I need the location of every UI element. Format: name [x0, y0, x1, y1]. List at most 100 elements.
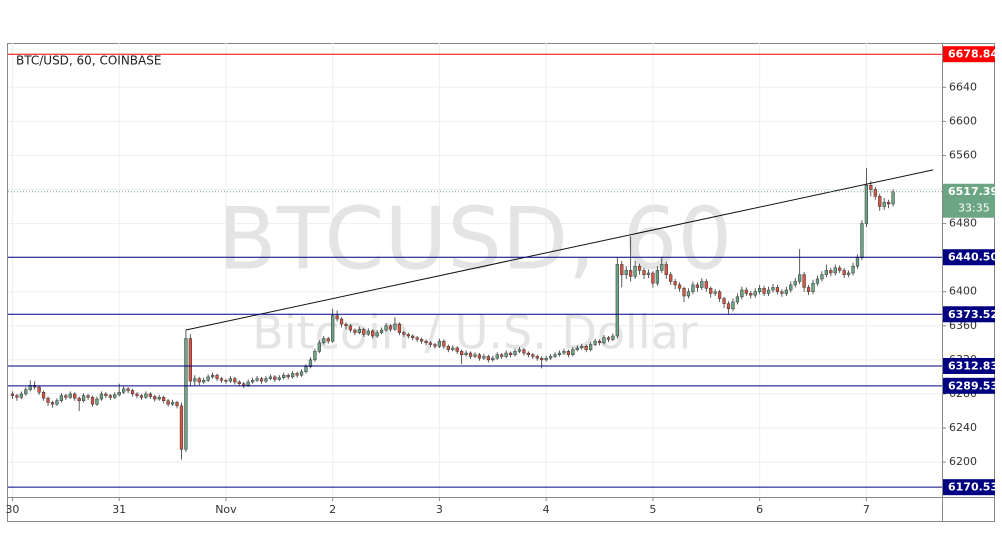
candle-body — [758, 288, 762, 292]
candle-body — [242, 383, 246, 386]
candle-body — [593, 340, 597, 345]
candle-body — [259, 378, 264, 382]
candle-body — [371, 330, 375, 337]
candle-body — [677, 284, 682, 289]
candle-body — [202, 380, 206, 383]
candle-body — [41, 391, 46, 399]
candle-body — [446, 345, 450, 350]
level-label-bg — [943, 306, 995, 323]
candle-body — [642, 270, 646, 275]
candle-body — [148, 393, 152, 397]
candle-body — [615, 264, 619, 337]
candle-body — [731, 301, 735, 310]
candle-body — [117, 391, 121, 396]
candle-body — [473, 354, 477, 357]
candle-body — [113, 394, 117, 398]
candle-body — [95, 398, 99, 405]
y-tick-label: 6560 — [949, 148, 977, 161]
plot — [8, 53, 942, 488]
candle-body — [246, 381, 250, 386]
candle-body — [540, 357, 544, 361]
candle-body — [197, 378, 201, 383]
level-label: 6373.52 — [948, 308, 998, 321]
candle-body — [344, 323, 348, 327]
candle-body — [277, 377, 281, 380]
candle-body — [206, 376, 210, 381]
candle-body — [508, 352, 513, 356]
candle-body — [851, 265, 855, 274]
candle-body — [500, 354, 504, 357]
x-tick-label: 3 — [436, 503, 443, 516]
candle-body — [784, 289, 788, 294]
candle-body — [620, 264, 624, 275]
candle-body — [108, 395, 112, 398]
candle-body — [415, 337, 419, 340]
candle-body — [304, 366, 308, 373]
candle-body — [179, 405, 184, 450]
candle-body — [522, 349, 526, 354]
candle-body — [491, 357, 495, 361]
candle-body — [686, 291, 691, 297]
candle-body — [308, 359, 313, 367]
candle-body — [838, 267, 842, 271]
candle-body — [575, 347, 579, 350]
candle-body — [544, 357, 548, 361]
candle-body — [255, 378, 259, 381]
candle-body — [317, 342, 321, 352]
candle-body — [722, 298, 726, 304]
candle-body — [451, 347, 455, 350]
candle-body — [557, 352, 562, 356]
candle-body — [73, 393, 77, 399]
candle-body — [869, 184, 873, 190]
countdown-label: 33:35 — [958, 202, 990, 215]
candle-body — [717, 291, 722, 299]
candle-body — [24, 389, 28, 395]
candle-body — [397, 323, 402, 333]
candle-body — [762, 288, 766, 294]
candle-body — [709, 288, 713, 294]
candle-body — [322, 338, 326, 344]
candle-body — [504, 352, 508, 357]
candle-body — [535, 356, 539, 359]
candle-body — [660, 264, 664, 271]
candle-body — [424, 340, 428, 344]
candle-body — [437, 340, 442, 347]
candle-body — [713, 291, 717, 294]
candle-body — [682, 288, 686, 297]
candle-body — [695, 284, 700, 288]
y-tick-label: 6640 — [949, 80, 977, 93]
x-tick-label: 2 — [329, 503, 336, 516]
level-label-bg — [943, 249, 995, 266]
candle-body — [295, 373, 299, 376]
candle-body — [740, 289, 744, 298]
candle-body — [513, 351, 517, 356]
candle-body — [664, 264, 668, 275]
candle-body — [122, 388, 126, 393]
candle-body — [704, 281, 708, 289]
candle-body — [357, 328, 361, 333]
candle-body — [842, 270, 846, 275]
candle-body — [19, 393, 23, 398]
candle-body — [606, 337, 611, 340]
candle-body — [166, 400, 170, 405]
candle-body — [820, 274, 824, 280]
candle-body — [326, 338, 330, 342]
y-tick-label: 6600 — [949, 114, 977, 127]
last-price-bg — [943, 183, 995, 218]
candle-body — [691, 284, 695, 292]
candle-body — [353, 329, 357, 333]
candle-body — [460, 351, 464, 356]
candle-body — [780, 291, 784, 294]
candle-body — [50, 402, 55, 405]
x-tick-label: 4 — [543, 503, 550, 516]
candle-body — [362, 328, 366, 335]
candle-body — [81, 395, 86, 401]
candle-body — [824, 270, 828, 275]
x-tick-label: 7 — [863, 503, 870, 516]
candle-body — [655, 270, 659, 284]
candle-body — [517, 349, 522, 352]
candle-body — [384, 325, 388, 331]
candle-body — [273, 376, 277, 380]
y-tick-label: 6200 — [949, 455, 977, 468]
